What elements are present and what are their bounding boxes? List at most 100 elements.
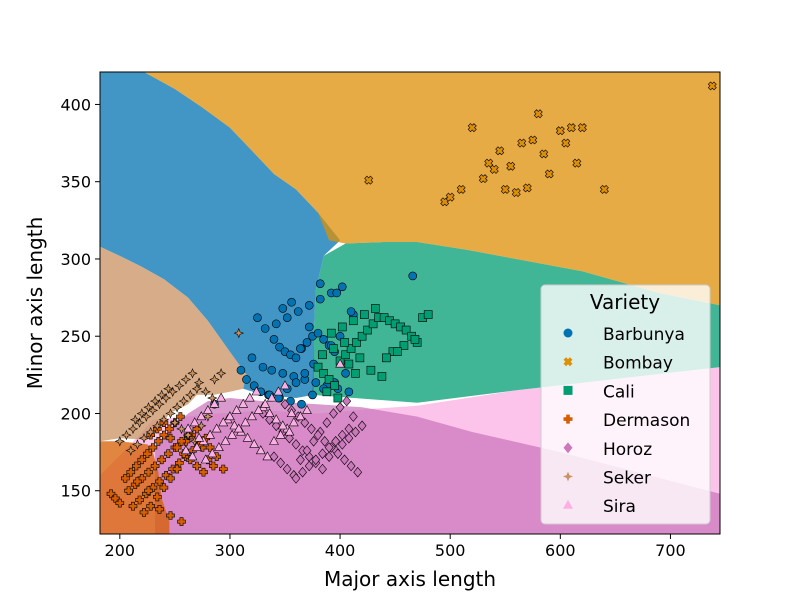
point-sira: [224, 411, 235, 421]
point-dermason: [157, 455, 166, 465]
point-bombay: [445, 192, 455, 202]
region-seker: [100, 246, 247, 442]
point-dermason: [219, 464, 228, 474]
point-sira: [183, 423, 194, 433]
point-barbunya: [300, 369, 310, 378]
point-dermason: [148, 483, 158, 492]
point-dermason: [192, 424, 202, 434]
point-sira: [295, 411, 306, 421]
point-sira: [187, 451, 198, 461]
point-barbunya: [291, 353, 301, 363]
point-sira: [275, 429, 286, 439]
x-tick-label: 600: [545, 541, 576, 560]
legend-label: Dermason: [603, 411, 690, 431]
region-barbunya: [100, 72, 341, 398]
point-sira: [277, 420, 288, 430]
point-horoz: [348, 411, 358, 422]
legend-item-bombay: Bombay: [563, 354, 673, 374]
point-sira: [238, 398, 249, 408]
point-bombay: [528, 135, 538, 145]
point-cali: [341, 350, 350, 360]
point-dermason: [172, 443, 182, 452]
plot-frame: [99, 71, 721, 535]
point-seker: [174, 380, 185, 391]
point-seker: [185, 389, 196, 401]
point-sira: [286, 408, 297, 418]
point-dermason: [164, 449, 173, 459]
point-seker: [215, 368, 227, 379]
legend-marker-cali: [563, 385, 573, 395]
point-sira: [216, 392, 227, 402]
point-seker: [154, 398, 165, 410]
point-horoz: [331, 436, 341, 447]
legend-marker-horoz: [563, 442, 573, 454]
point-horoz: [337, 429, 347, 441]
point-dermason: [146, 501, 155, 511]
point-sira: [211, 423, 222, 433]
point-bombay: [707, 81, 717, 91]
point-dermason: [166, 474, 175, 483]
y-axis: 150 200 250 300 350 400: [60, 95, 100, 501]
point-sira: [229, 420, 240, 430]
point-sira: [260, 398, 271, 408]
point-dermason: [139, 508, 149, 517]
point-sira: [207, 448, 218, 458]
point-sira: [220, 435, 231, 445]
point-bombay: [495, 146, 505, 156]
point-seker: [196, 420, 207, 431]
point-sira: [264, 408, 275, 418]
point-cali: [382, 353, 391, 363]
point-seker: [147, 405, 159, 416]
y-tick-label: 400: [60, 95, 91, 114]
point-seker: [127, 423, 139, 435]
point-barbunya: [271, 319, 281, 329]
point-seker: [145, 426, 156, 438]
point-seker: [202, 411, 214, 422]
point-dermason: [166, 433, 175, 443]
x-tick-label: 200: [105, 541, 136, 560]
legend-title: Variety: [590, 290, 660, 314]
point-barbunya: [275, 342, 284, 352]
point-sira: [247, 411, 257, 421]
point-bombay: [467, 123, 477, 133]
legend-item-seker: Seker: [563, 469, 651, 489]
x-tick-label: 500: [435, 541, 466, 560]
point-dermason: [121, 474, 130, 483]
point-horoz: [309, 436, 318, 447]
point-barbunya: [293, 307, 303, 316]
point-dermason: [128, 501, 138, 511]
point-horoz: [265, 414, 274, 425]
y-tick-label: 350: [60, 173, 91, 192]
point-cali: [363, 325, 372, 335]
point-horoz: [320, 436, 330, 447]
point-dermason: [132, 461, 141, 471]
legend-item-dermason: Dermason: [563, 411, 690, 431]
point-dermason: [177, 517, 186, 526]
point-sira: [269, 435, 279, 445]
point-barbunya: [260, 324, 270, 333]
point-sira: [249, 438, 260, 448]
point-dermason: [143, 449, 152, 459]
series-bombay: [364, 81, 717, 207]
point-bombay: [555, 126, 565, 136]
x-tick-label: 700: [655, 541, 686, 560]
point-sira: [302, 404, 312, 414]
point-dermason: [148, 443, 158, 452]
y-tick-label: 150: [60, 482, 91, 501]
point-barbunya: [332, 288, 342, 298]
point-sira: [255, 445, 266, 455]
point-dermason: [177, 436, 186, 446]
legend-item-horoz: Horoz: [563, 440, 652, 460]
point-barbunya: [296, 344, 305, 353]
point-seker: [152, 420, 163, 432]
x-tick-label: 400: [325, 541, 356, 560]
point-horoz: [291, 439, 301, 450]
point-horoz: [318, 463, 327, 475]
point-cali: [366, 365, 376, 375]
point-seker: [149, 395, 161, 407]
point-dermason: [166, 511, 175, 520]
point-seker: [158, 414, 170, 425]
point-seker: [125, 445, 137, 456]
point-bombay: [506, 161, 516, 171]
point-dermason: [155, 477, 164, 486]
